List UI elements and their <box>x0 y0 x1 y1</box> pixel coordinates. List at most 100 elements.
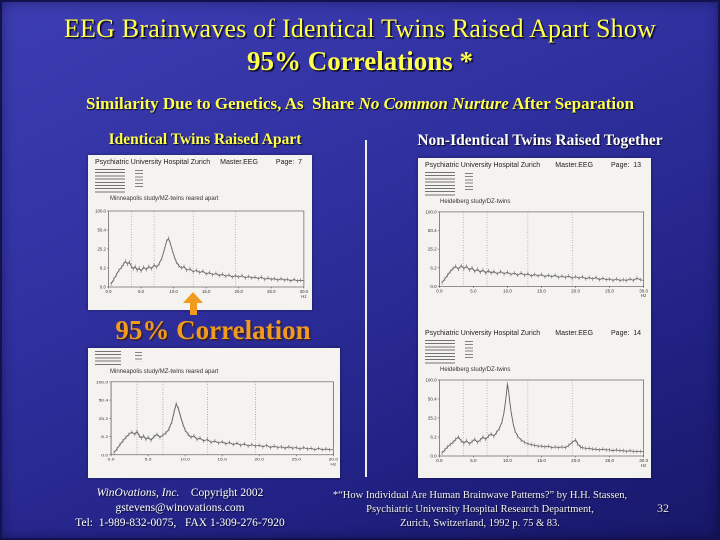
svg-text:Hz: Hz <box>641 463 647 468</box>
subtitle-prefix: Similarity Due to Genetics, As Share <box>85 94 359 113</box>
eeg-file-name: Master.EEG <box>220 159 258 166</box>
eeg-page-number: Page: 14 <box>611 330 641 337</box>
eeg-chart-title: Heidelberg study/DZ-twins <box>440 367 511 373</box>
slide-title: EEG Brainwaves of Identical Twins Raised… <box>0 14 720 77</box>
svg-text:50.4: 50.4 <box>99 398 109 402</box>
svg-text:0.0: 0.0 <box>101 453 108 457</box>
subtitle-suffix: After Separation <box>508 94 635 113</box>
svg-text:6.2: 6.2 <box>100 266 107 271</box>
eeg-panel-mz-top: Psychiatric University Hospital Zurich M… <box>88 155 312 310</box>
left-column-header: Identical Twins Raised Apart <box>108 131 302 148</box>
eeg-metadata-block <box>95 169 157 194</box>
svg-text:10.0: 10.0 <box>180 457 190 461</box>
svg-text:100.0: 100.0 <box>96 380 109 384</box>
svg-text:Hz: Hz <box>330 462 337 466</box>
svg-text:0.0: 0.0 <box>436 288 443 293</box>
svg-text:100.0: 100.0 <box>425 378 437 383</box>
svg-text:5.0: 5.0 <box>470 458 477 463</box>
svg-text:6.2: 6.2 <box>430 266 437 271</box>
svg-text:5.0: 5.0 <box>138 289 145 294</box>
citation-line1: *“How Individual Are Human Brainwave Pat… <box>332 490 628 501</box>
svg-text:30.0: 30.0 <box>639 458 648 463</box>
arrow-up-icon <box>183 292 203 315</box>
slide-subtitle: Similarity Due to Genetics, As Share No … <box>0 94 720 114</box>
eeg-spectrum-chart-mz-top: 100.0 50.4 25.2 6.2 0.00.0 5.0 10.0 15.0 20.0 25.… <box>95 209 308 299</box>
svg-text:20.0: 20.0 <box>235 289 244 294</box>
eeg-spectrum-chart-dz-bottom: 100.0 50.4 25.2 6.2 0.00.0 5.0 10.0 15.0 20.0 25.… <box>425 378 648 468</box>
svg-text:15.0: 15.0 <box>217 457 227 461</box>
svg-text:50.4: 50.4 <box>428 397 437 402</box>
svg-text:0.0: 0.0 <box>430 284 437 289</box>
eeg-page-13-section: Psychiatric University Hospital Zurich M… <box>418 158 651 318</box>
footer-company-line: WinOvations, Inc. Copyright 2002 <box>28 486 332 501</box>
slide-page-number: 32 <box>657 501 669 515</box>
svg-text:0.0: 0.0 <box>100 285 107 290</box>
svg-text:25.2: 25.2 <box>428 416 437 421</box>
footer-email: gstevens@winovations.com <box>115 502 245 514</box>
svg-text:25.0: 25.0 <box>605 458 614 463</box>
citation-line3: Zurich, Switzerland, 1992 p. 75 & 83. <box>400 518 560 529</box>
slide-title-line2: 95% Correlations * <box>247 46 473 76</box>
company-name: WinOvations, Inc. <box>96 487 180 499</box>
svg-text:100.0: 100.0 <box>95 209 106 214</box>
eeg-metadata-block <box>425 340 487 365</box>
eeg-spectrum-chart-mz-bottom: 100.0 50.4 25.2 6.2 0.00.0 5.0 10.0 15.0 20.0 25.… <box>96 380 338 466</box>
svg-text:5.0: 5.0 <box>145 457 152 461</box>
correlation-callout: 95% Correlation <box>115 315 311 345</box>
svg-text:Hz: Hz <box>301 294 306 299</box>
slide-title-line1: EEG Brainwaves of Identical Twins Raised… <box>63 14 657 43</box>
copyright-text: Copyright 2002 <box>179 487 264 499</box>
eeg-page-number: Page: 7 <box>275 159 302 166</box>
eeg-page-header: Psychiatric University Hospital Zurich M… <box>418 326 651 337</box>
footer-phone: Tel: 1-989-832-0075, FAX 1-309-276-7920 <box>75 517 285 529</box>
footer-contact-block: WinOvations, Inc. Copyright 2002 gsteven… <box>28 486 332 531</box>
hospital-name: Psychiatric University Hospital Zurich <box>95 159 211 166</box>
svg-text:15.0: 15.0 <box>537 288 546 293</box>
svg-text:10.0: 10.0 <box>169 289 178 294</box>
svg-text:25.2: 25.2 <box>99 416 109 420</box>
svg-text:5.0: 5.0 <box>470 288 477 293</box>
eeg-chart-title: Heidelberg study/DZ-twins <box>440 199 511 205</box>
right-column-header: Non-Identical Twins Raised Together <box>417 132 663 149</box>
eeg-file-name: Master.EEG <box>555 330 594 337</box>
svg-text:30.0: 30.0 <box>300 289 308 294</box>
svg-text:Hz: Hz <box>641 293 647 298</box>
svg-text:20.0: 20.0 <box>254 457 264 461</box>
subtitle-emphasis: No Common Nurture <box>358 94 509 113</box>
eeg-page-header: Psychiatric University Hospital Zurich M… <box>88 155 312 166</box>
column-divider-line <box>365 140 367 477</box>
svg-text:15.0: 15.0 <box>202 289 211 294</box>
svg-text:50.4: 50.4 <box>428 228 437 233</box>
svg-text:30.0: 30.0 <box>329 457 338 461</box>
hospital-name: Psychiatric University Hospital Zurich <box>425 162 541 169</box>
eeg-page-14-section: Psychiatric University Hospital Zurich M… <box>418 326 651 478</box>
svg-text:0.0: 0.0 <box>108 457 115 461</box>
eeg-chart-title: Minneapolis study/MZ-twins reared apart <box>110 369 219 375</box>
svg-text:25.2: 25.2 <box>98 247 107 252</box>
eeg-metadata-block <box>425 172 487 197</box>
eeg-page-number: Page: 13 <box>611 162 641 169</box>
svg-text:10.0: 10.0 <box>503 458 512 463</box>
eeg-metadata-block <box>95 351 157 367</box>
svg-text:15.0: 15.0 <box>537 458 546 463</box>
eeg-panel-dz: Psychiatric University Hospital Zurich M… <box>418 158 651 478</box>
svg-text:10.0: 10.0 <box>503 288 512 293</box>
citation-line2: Psychiatric University Hospital Research… <box>366 504 594 515</box>
svg-text:100.0: 100.0 <box>425 210 437 215</box>
eeg-chart-title: Minneapolis study/MZ-twins reared apart <box>110 196 219 202</box>
svg-text:20.0: 20.0 <box>571 458 580 463</box>
citation-block: *“How Individual Are Human Brainwave Pat… <box>286 489 674 531</box>
svg-text:25.2: 25.2 <box>428 247 437 252</box>
svg-text:50.4: 50.4 <box>98 228 107 233</box>
svg-text:0.0: 0.0 <box>430 454 437 459</box>
hospital-name: Psychiatric University Hospital Zurich <box>425 330 541 337</box>
svg-text:20.0: 20.0 <box>571 288 580 293</box>
svg-text:30.0: 30.0 <box>639 288 648 293</box>
eeg-file-name: Master.EEG <box>555 162 594 169</box>
svg-text:25.0: 25.0 <box>292 457 302 461</box>
eeg-spectrum-chart-dz-top: 100.0 50.4 25.2 6.2 0.00.0 5.0 10.0 15.0 20.0 25.… <box>425 210 648 298</box>
svg-text:25.0: 25.0 <box>605 288 614 293</box>
svg-text:0.0: 0.0 <box>106 289 113 294</box>
eeg-panel-mz-bottom: Minneapolis study/MZ-twins reared apart … <box>88 348 340 478</box>
svg-text:6.2: 6.2 <box>101 435 108 439</box>
